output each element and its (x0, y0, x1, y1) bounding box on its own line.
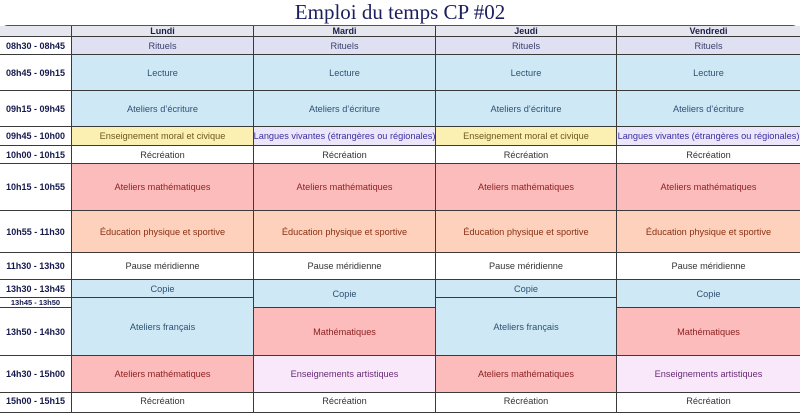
lesson-cell: Ateliers mathématiques (72, 356, 254, 393)
lesson-cell: Éducation physique et sportive (254, 211, 436, 253)
lesson-cell: Ateliers d’écriture (254, 91, 436, 127)
time-slot: 08h30 - 08h45 (0, 37, 72, 55)
lesson-cell: Ateliers français (436, 298, 617, 356)
lesson-cell: Pause méridienne (436, 253, 617, 280)
header-day-jeudi: Jeudi (436, 26, 617, 37)
lesson-cell: Lecture (72, 55, 254, 91)
lesson-cell: Lecture (436, 55, 617, 91)
time-slot: 13h45 - 13h50 (0, 298, 72, 308)
lesson-cell: Éducation physique et sportive (72, 211, 254, 253)
lesson-cell: Ateliers d’écriture (72, 91, 254, 127)
lesson-cell: Enseignement moral et civique (436, 127, 617, 146)
lesson-cell: Mathématiques (617, 308, 800, 356)
lesson-cell: Pause méridienne (254, 253, 436, 280)
time-slot: 10h15 - 10h55 (0, 164, 72, 211)
lesson-cell: Éducation physique et sportive (617, 211, 800, 253)
lesson-cell: Récréation (72, 146, 254, 164)
lesson-cell: Ateliers d’écriture (436, 91, 617, 127)
time-slot: 13h30 - 13h45 (0, 280, 72, 298)
lesson-cell: Copie (436, 280, 617, 298)
time-slot: 13h50 - 14h30 (0, 308, 72, 356)
lesson-cell: Ateliers mathématiques (436, 164, 617, 211)
time-slot: 15h00 - 15h15 (0, 393, 72, 413)
lesson-cell: Récréation (617, 393, 800, 413)
lesson-cell: Lecture (617, 55, 800, 91)
lesson-cell: Pause méridienne (617, 253, 800, 280)
lesson-cell: Langues vivantes (étrangères ou régional… (254, 127, 436, 146)
lesson-cell: Ateliers d’écriture (617, 91, 800, 127)
time-slot: 10h00 - 10h15 (0, 146, 72, 164)
lesson-cell: Rituels (436, 37, 617, 55)
timetable: Lundi Mardi Jeudi Vendredi 08h30 - 08h45… (0, 25, 800, 413)
lesson-cell: Enseignements artistiques (254, 356, 436, 393)
lesson-cell: Ateliers mathématiques (617, 164, 800, 211)
lesson-cell: Récréation (254, 393, 436, 413)
lesson-cell: Récréation (436, 393, 617, 413)
header-corner (0, 26, 72, 37)
lesson-cell: Ateliers français (72, 298, 254, 356)
lesson-cell: Ateliers mathématiques (254, 164, 436, 211)
lesson-cell: Récréation (617, 146, 800, 164)
lesson-cell: Pause méridienne (72, 253, 254, 280)
lesson-cell: Éducation physique et sportive (436, 211, 617, 253)
header-day-mardi: Mardi (254, 26, 436, 37)
time-slot: 14h30 - 15h00 (0, 356, 72, 393)
time-slot: 09h45 - 10h00 (0, 127, 72, 146)
lesson-cell: Enseignements artistiques (617, 356, 800, 393)
lesson-cell: Rituels (254, 37, 436, 55)
lesson-cell: Rituels (72, 37, 254, 55)
lesson-cell: Récréation (72, 393, 254, 413)
lesson-cell: Ateliers mathématiques (72, 164, 254, 211)
lesson-cell: Enseignement moral et civique (72, 127, 254, 146)
lesson-cell: Mathématiques (254, 308, 436, 356)
page-title: Emploi du temps CP #02 (294, 0, 506, 24)
lesson-cell: Récréation (254, 146, 436, 164)
time-slot: 09h15 - 09h45 (0, 91, 72, 127)
lesson-cell: Copie (617, 280, 800, 308)
lesson-cell: Ateliers mathématiques (436, 356, 617, 393)
time-slot: 08h45 - 09h15 (0, 55, 72, 91)
lesson-cell: Langues vivantes (étrangères ou régional… (617, 127, 800, 146)
time-slot: 11h30 - 13h30 (0, 253, 72, 280)
time-slot: 10h55 - 11h30 (0, 211, 72, 253)
header-day-vendredi: Vendredi (617, 26, 800, 37)
lesson-cell: Copie (72, 280, 254, 298)
lesson-cell: Récréation (436, 146, 617, 164)
header-day-lundi: Lundi (72, 26, 254, 37)
lesson-cell: Rituels (617, 37, 800, 55)
lesson-cell: Lecture (254, 55, 436, 91)
lesson-cell: Copie (254, 280, 436, 308)
